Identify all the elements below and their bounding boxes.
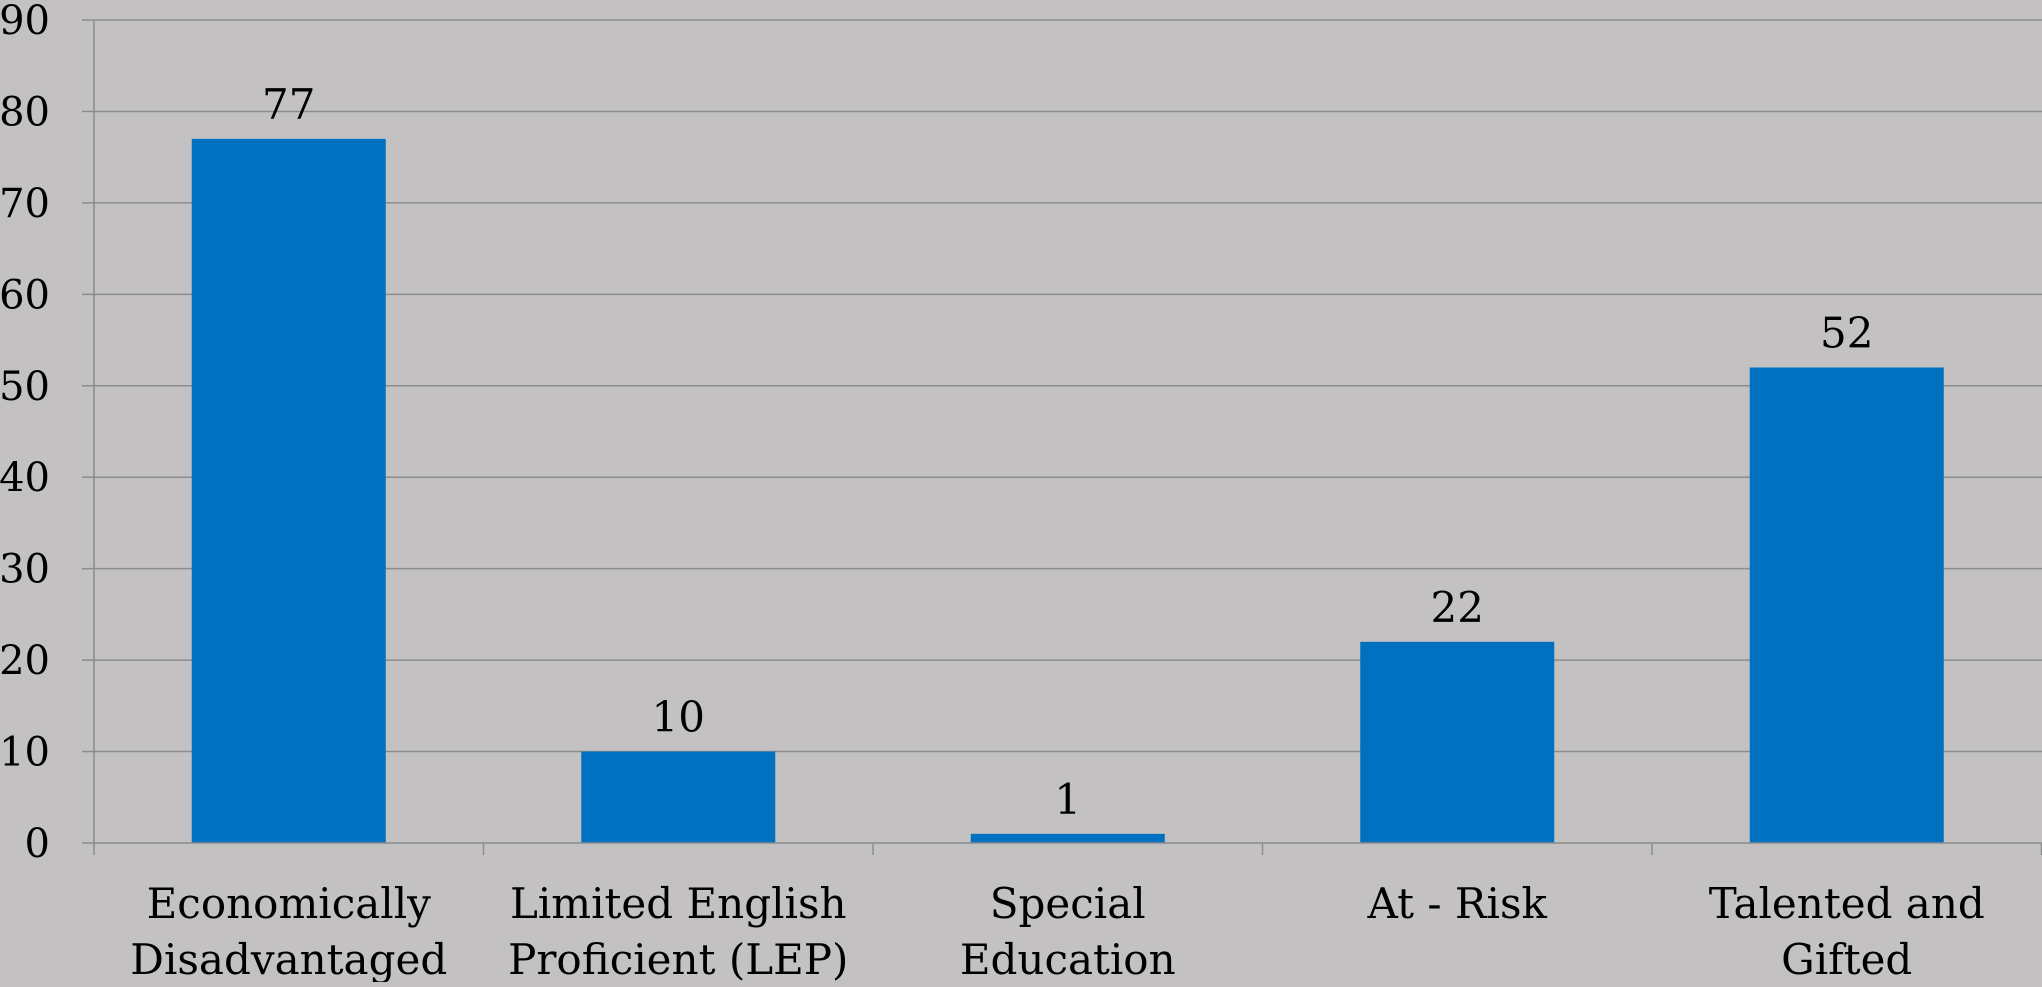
data-label: 77 [262,80,315,129]
axes [82,19,2042,855]
y-tick-label: 70 [0,181,50,227]
y-tick-label: 90 [0,0,50,44]
x-category-label: Special [990,879,1146,928]
y-tick-label: 40 [0,455,50,501]
y-tick-label: 30 [0,547,50,593]
bar [581,751,776,843]
x-category-label: Economically [147,879,431,928]
bar [1360,641,1555,843]
y-tick-label: 80 [0,89,50,135]
y-tick-label: 60 [0,272,50,318]
data-label: 52 [1820,308,1873,357]
x-category-label: Limited English [510,879,847,928]
bar [1749,367,1944,843]
x-category-label: Talented and [1709,879,1985,928]
data-label: 22 [1431,583,1484,632]
y-tick-label: 0 [25,821,50,867]
y-tick-label: 20 [0,638,50,684]
labels: 0 10 20 30 40 50 60 70 80 90 77 Economically Disadva… [0,0,1985,984]
x-category-label: At - Risk [1367,879,1548,928]
y-tick-label: 50 [0,364,50,410]
x-category-label: Disadvantaged [130,935,447,982]
bar [970,833,1165,843]
x-category-label: Proficient (LEP) [508,935,848,982]
x-category-label: Gifted [1781,935,1912,982]
data-label: 1 [1054,775,1081,824]
gridlines [94,19,2042,753]
data-label: 10 [652,693,705,742]
x-category-label: Education [960,935,1176,982]
bars [191,138,1944,843]
y-tick-label: 10 [0,730,50,776]
bar [191,138,386,843]
